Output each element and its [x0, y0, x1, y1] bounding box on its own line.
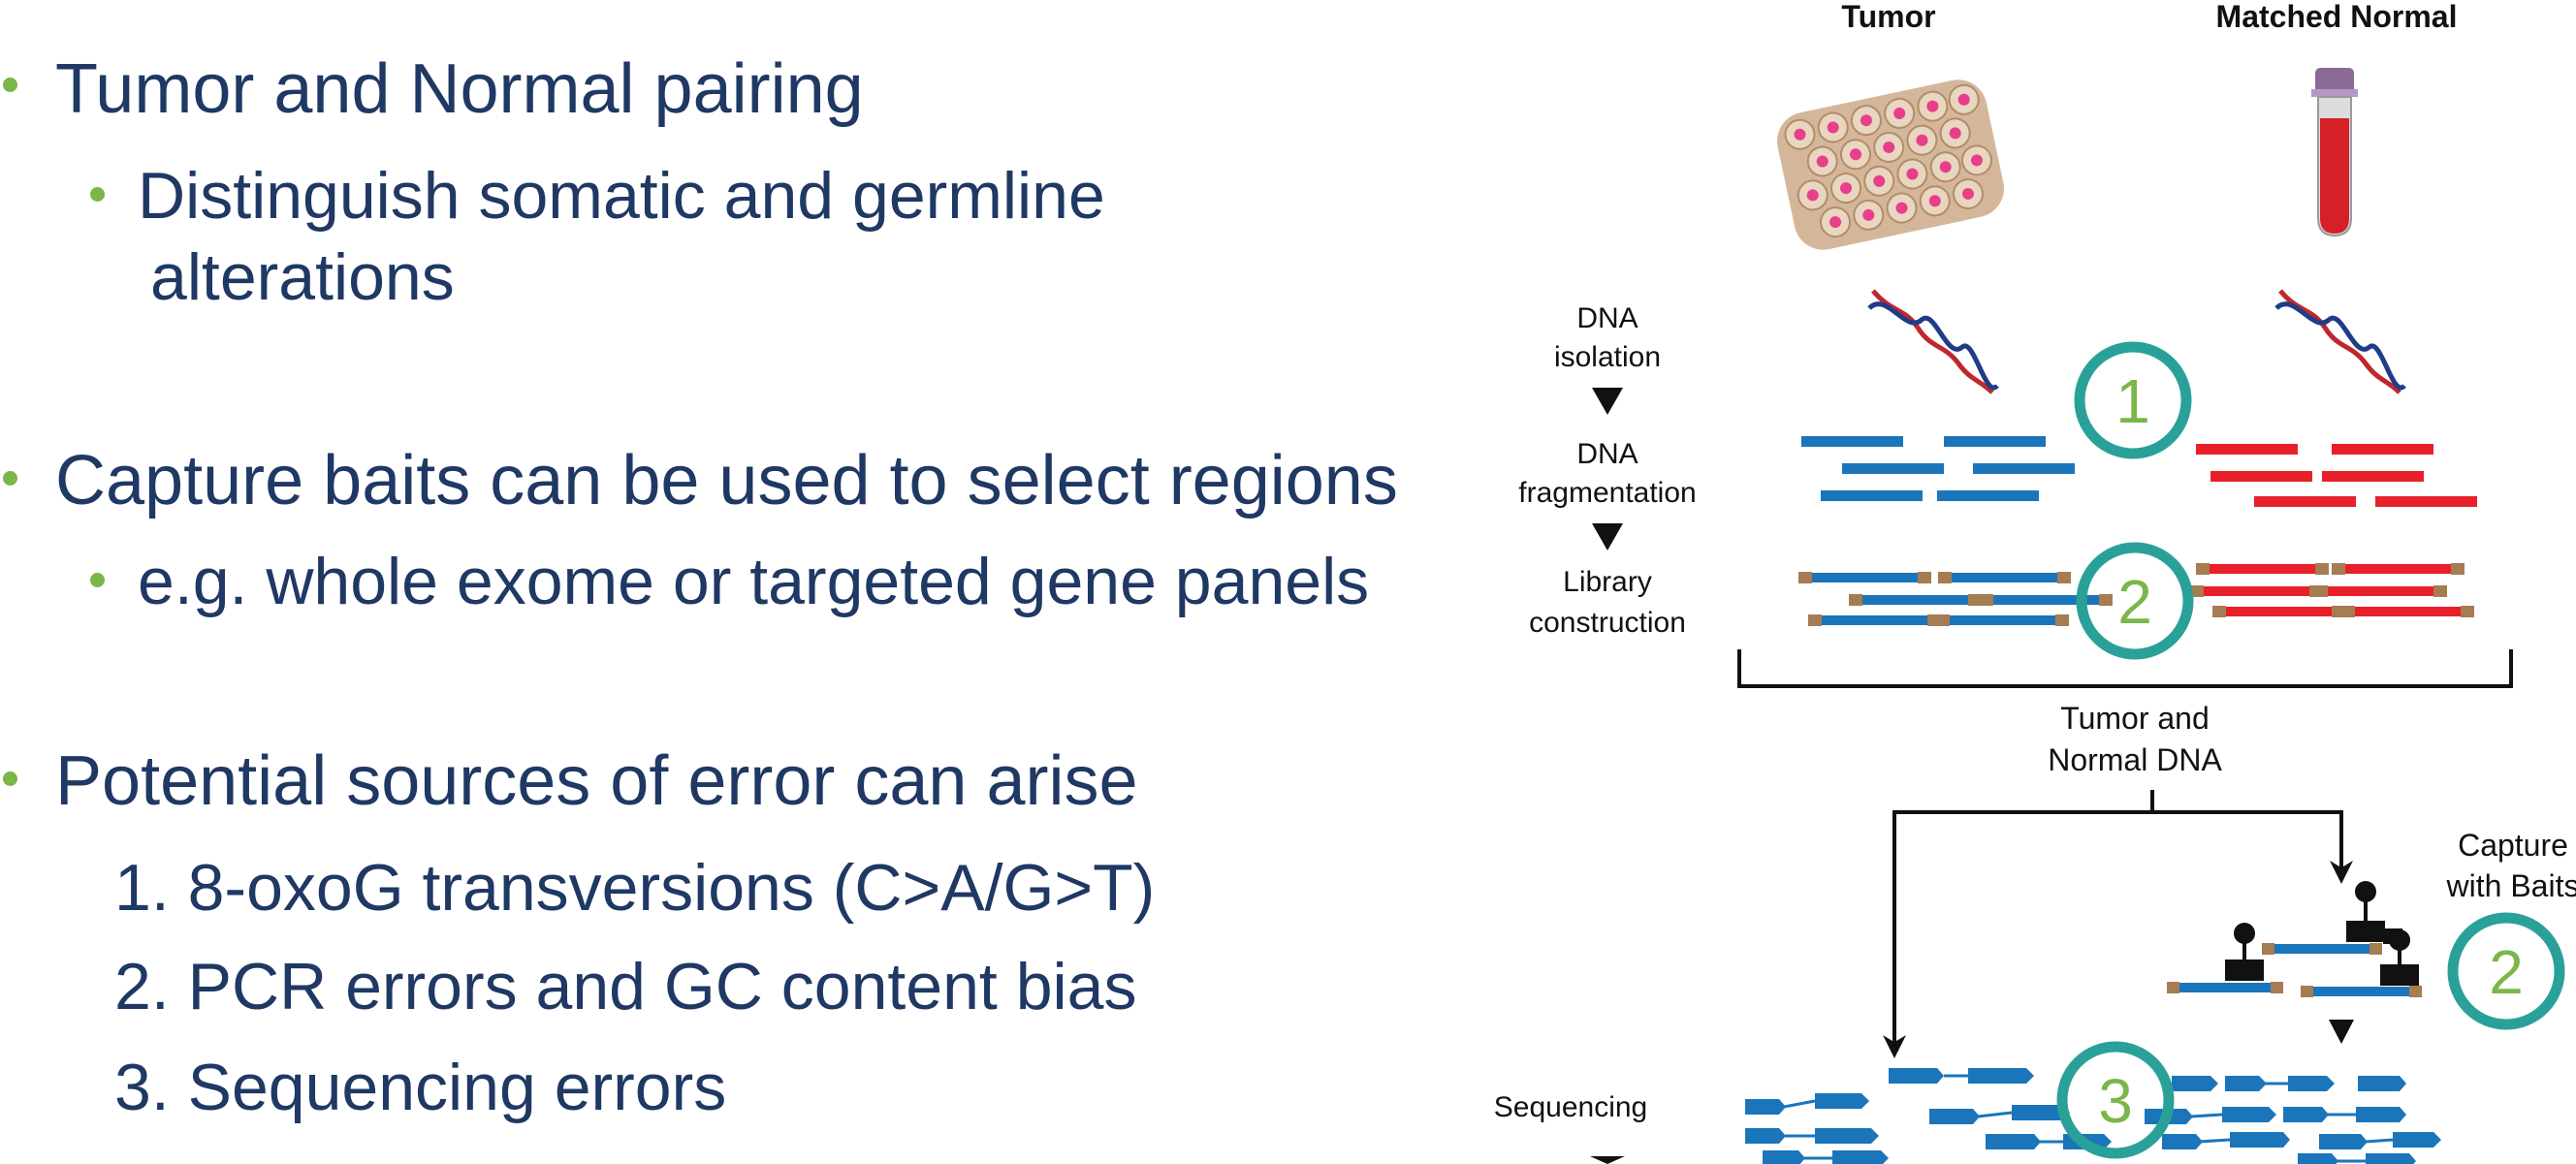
- tumor-normal-workflow-diagram: Tumor Matched Normal: [1494, 0, 2576, 1164]
- error-marker-number: 2: [2489, 937, 2524, 1007]
- workflow-arrow-to-capture: [2152, 810, 2353, 884]
- step-label-library-construction-line2: construction: [1529, 607, 1686, 639]
- merge-label-line2: Normal DNA: [2048, 742, 2222, 777]
- capture-bait-molecules: [2167, 881, 2422, 997]
- step-label-dna-isolation: DNA: [1576, 302, 1638, 334]
- step-arrow: [1592, 523, 1623, 551]
- step-label-dna-isolation-line2: isolation: [1554, 341, 1661, 373]
- error-marker-number: 3: [2098, 1066, 2133, 1136]
- error-marker-number: 1: [2115, 366, 2150, 436]
- step-label-dna-fragmentation: DNA: [1576, 438, 1638, 470]
- tumor-tissue-icon: [1777, 79, 2004, 250]
- numbered-item-pcr-errors: 2. PCR errors and GC content bias: [114, 950, 1137, 1023]
- blood-tube-icon: [2311, 68, 2358, 237]
- error-marker-circle-3: 3: [2056, 1041, 2175, 1159]
- dna-helix-icon: [1867, 289, 1999, 394]
- normal-library-fragments: [2190, 563, 2474, 617]
- capture-label-line2: with Baits: [2446, 868, 2576, 903]
- tumor-dna-fragments: [1801, 436, 2075, 501]
- error-marker-circle-2: 2: [2076, 542, 2194, 660]
- bullet-error-sources: Potential sources of error can arise: [55, 742, 1138, 820]
- sub-bullet-exome-panels: e.g. whole exome or targeted gene panels: [138, 545, 1370, 618]
- step-label-dna-fragmentation-line2: fragmentation: [1518, 477, 1696, 509]
- merge-bracket: [1737, 649, 2513, 688]
- bullet-capture-baits: Capture baits can be used to select regi…: [55, 442, 1398, 519]
- bullet-dot: [90, 187, 105, 202]
- tumor-label: Tumor: [1841, 0, 1935, 34]
- normal-dna-fragments: [2196, 444, 2477, 507]
- sequencing-reads: [1745, 1068, 2441, 1164]
- bullet-list: Tumor and Normal pairing Distinguish som…: [3, 50, 1398, 1124]
- step-arrow: [1592, 388, 1623, 415]
- capture-label: Capture: [2458, 828, 2568, 863]
- dna-helix-icon: [2274, 289, 2406, 394]
- bullet-dot: [3, 471, 17, 486]
- numbered-item-sequencing-errors: 3. Sequencing errors: [114, 1051, 727, 1124]
- numbered-item-8-oxog: 1. 8-oxoG transversions (C>A/G>T): [114, 851, 1156, 925]
- sub-bullet-distinguish-cont: alterations: [150, 240, 455, 314]
- step-arrow-sequencing: [1590, 1156, 1625, 1164]
- step-label-library-construction: Library: [1563, 566, 1652, 598]
- step-label-sequencing: Sequencing: [1494, 1091, 1647, 1123]
- bullet-dot: [3, 771, 17, 786]
- tumor-library-fragments: [1798, 572, 2113, 626]
- matched-normal-label: Matched Normal: [2216, 0, 2458, 34]
- error-marker-circle-1: 1: [2074, 341, 2192, 459]
- workflow-arrow-to-sequencing: [1883, 790, 2154, 1058]
- bullet-tumor-normal-pairing: Tumor and Normal pairing: [55, 50, 864, 128]
- error-marker-circle-2-capture: 2: [2447, 912, 2565, 1030]
- bullet-dot: [90, 573, 105, 587]
- workflow-arrow-capture-to-sequencing: [2329, 1020, 2354, 1044]
- merge-label: Tumor and: [2060, 701, 2210, 736]
- bullet-dot: [3, 78, 17, 92]
- sub-bullet-distinguish: Distinguish somatic and germline: [138, 159, 1105, 233]
- error-marker-number: 2: [2117, 567, 2152, 637]
